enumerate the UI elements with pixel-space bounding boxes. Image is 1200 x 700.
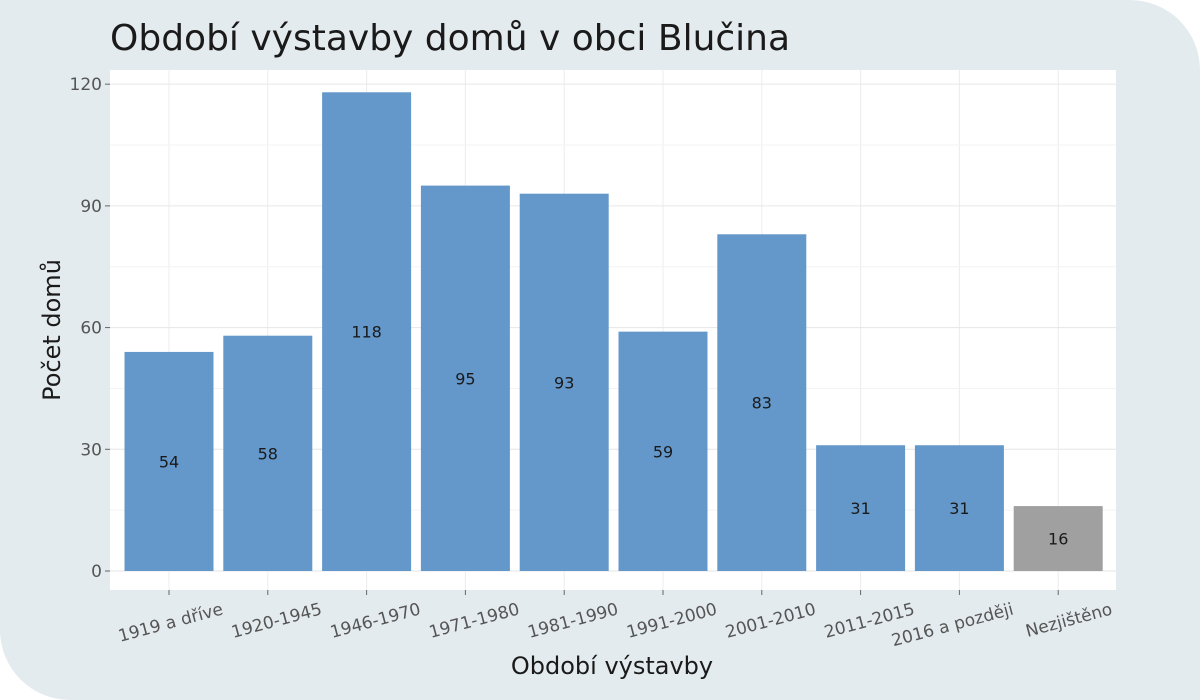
x-tick-label: 1981-1990 <box>526 600 621 643</box>
x-tick-label: 1919 a dříve <box>116 600 225 647</box>
bar <box>1013 506 1103 571</box>
bar-value-label: 93 <box>554 373 574 392</box>
bar <box>519 193 609 571</box>
bar-value-label: 95 <box>455 369 475 388</box>
y-tick-label: 90 <box>80 197 102 217</box>
bar-value-label: 58 <box>258 444 278 463</box>
bar-value-label: 16 <box>1048 530 1068 549</box>
bar <box>223 335 313 571</box>
y-axis-title: Počet domů <box>38 259 66 401</box>
x-axis-title: Období výstavby <box>511 652 713 680</box>
bar-value-label: 118 <box>351 323 382 342</box>
y-tick-label: 30 <box>80 440 102 460</box>
bar-value-label: 59 <box>653 442 673 461</box>
chart-title: Období výstavby domů v obci Blučina <box>110 18 791 59</box>
bar-value-label: 83 <box>752 394 772 413</box>
x-tick-label: Nezjištěno <box>1024 600 1115 642</box>
y-tick-label: 0 <box>91 562 102 582</box>
x-tick-label: 2001-2010 <box>723 600 818 643</box>
x-tick-label: 1920-1945 <box>229 600 324 643</box>
y-tick-label: 120 <box>70 75 102 95</box>
bar <box>717 234 807 571</box>
bar <box>914 445 1004 571</box>
bar <box>816 445 906 571</box>
bar <box>322 92 412 572</box>
x-tick-label: 1971-1980 <box>427 600 522 643</box>
bars: 54 58 118 95 93 59 83 31 31 16 <box>124 92 1103 572</box>
x-tick-label: 1946-1970 <box>328 600 423 643</box>
bar <box>618 331 708 571</box>
bar-value-label: 54 <box>159 452 179 471</box>
bar-value-label: 31 <box>949 499 969 518</box>
y-tick-label: 60 <box>80 319 102 339</box>
bar <box>420 185 510 571</box>
x-tick-label: 1991-2000 <box>625 600 720 643</box>
bar <box>124 351 214 571</box>
bar-value-label: 31 <box>850 499 870 518</box>
